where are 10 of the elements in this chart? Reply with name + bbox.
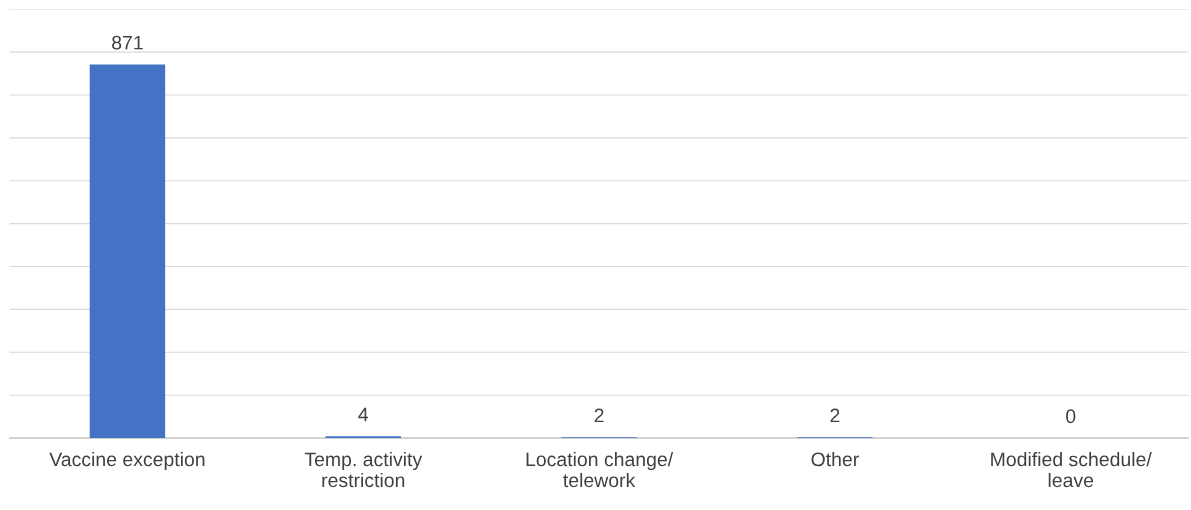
data-label: 4 bbox=[358, 407, 369, 422]
x-tick-label: Location change/ telework bbox=[526, 451, 674, 488]
data-label: 0 bbox=[1066, 409, 1076, 424]
data-label: 2 bbox=[594, 408, 604, 423]
x-tick-label: Temp. activity restriction bbox=[304, 451, 423, 488]
x-tick-label: Modified schedule/ leave bbox=[991, 451, 1152, 488]
x-tick-label: Other bbox=[811, 451, 859, 467]
data-label: 2 bbox=[830, 408, 840, 423]
x-tick-label: Vaccine exception bbox=[49, 451, 205, 471]
data-label: 871 bbox=[112, 35, 143, 50]
